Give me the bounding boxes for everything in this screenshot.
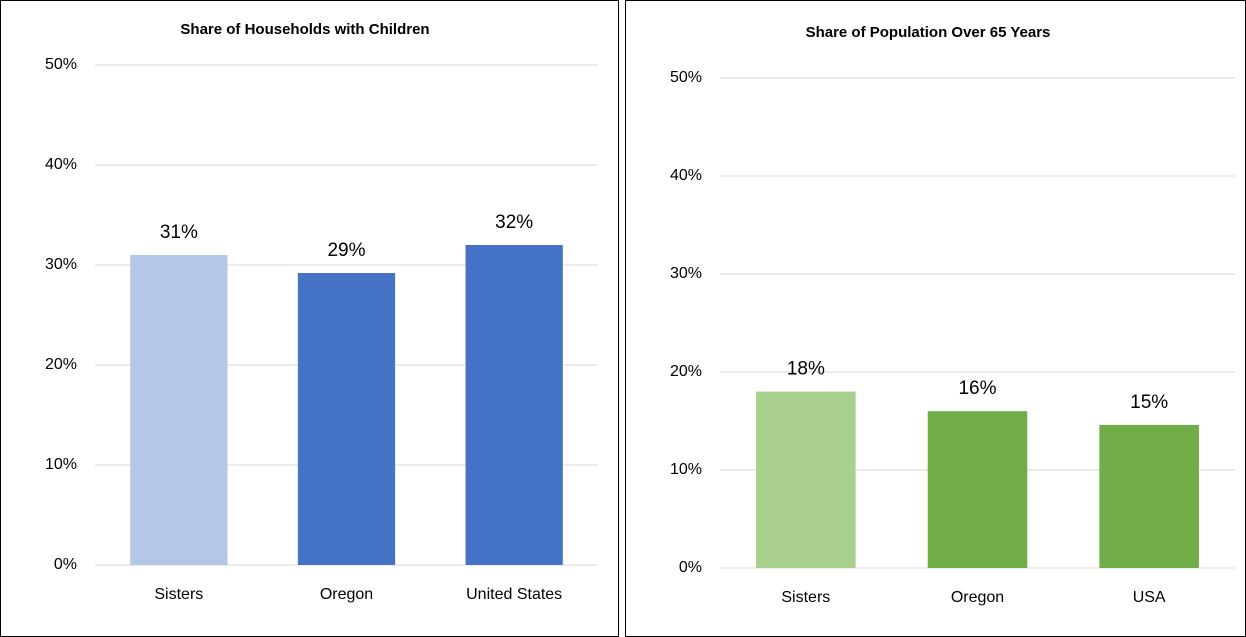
bar <box>465 245 563 565</box>
data-label: 15% <box>1130 392 1168 413</box>
bar <box>130 255 228 565</box>
x-tick-label: Oregon <box>320 586 373 603</box>
y-tick-label: 10% <box>670 461 702 478</box>
y-tick-label: 30% <box>670 265 702 282</box>
y-tick-label: 30% <box>45 256 77 273</box>
y-tick-label: 0% <box>679 559 702 576</box>
y-tick-label: 40% <box>670 167 702 184</box>
y-tick-label: 40% <box>45 156 77 173</box>
bar <box>1099 424 1199 568</box>
y-tick-label: 50% <box>45 56 77 73</box>
bar <box>927 411 1028 568</box>
chart-title: Share of Population Over 65 Years <box>806 24 1051 41</box>
y-tick-label: 20% <box>670 363 702 380</box>
y-tick-label: 20% <box>45 356 77 373</box>
data-label: 31% <box>160 222 198 243</box>
chart-title: Share of Households with Children <box>180 21 429 38</box>
x-tick-label: Sisters <box>154 586 203 603</box>
x-tick-label: United States <box>466 586 562 603</box>
chart: Share of Population Over 65 Years 0% 10% 20… <box>625 0 1246 637</box>
bar <box>297 273 396 565</box>
y-tick-label: 50% <box>670 69 702 86</box>
x-tick-label: Oregon <box>951 589 1004 606</box>
bar <box>756 391 856 568</box>
y-tick-label: 0% <box>54 556 77 573</box>
data-label: 18% <box>787 359 825 380</box>
data-label: 16% <box>958 378 996 399</box>
x-tick-label: Sisters <box>781 589 830 606</box>
data-label: 29% <box>327 240 365 261</box>
y-tick-label: 10% <box>45 456 77 473</box>
chart: Share of Households with Children 0% 10% 20… <box>0 0 619 637</box>
x-tick-label: USA <box>1133 589 1166 606</box>
data-label: 32% <box>495 212 533 233</box>
